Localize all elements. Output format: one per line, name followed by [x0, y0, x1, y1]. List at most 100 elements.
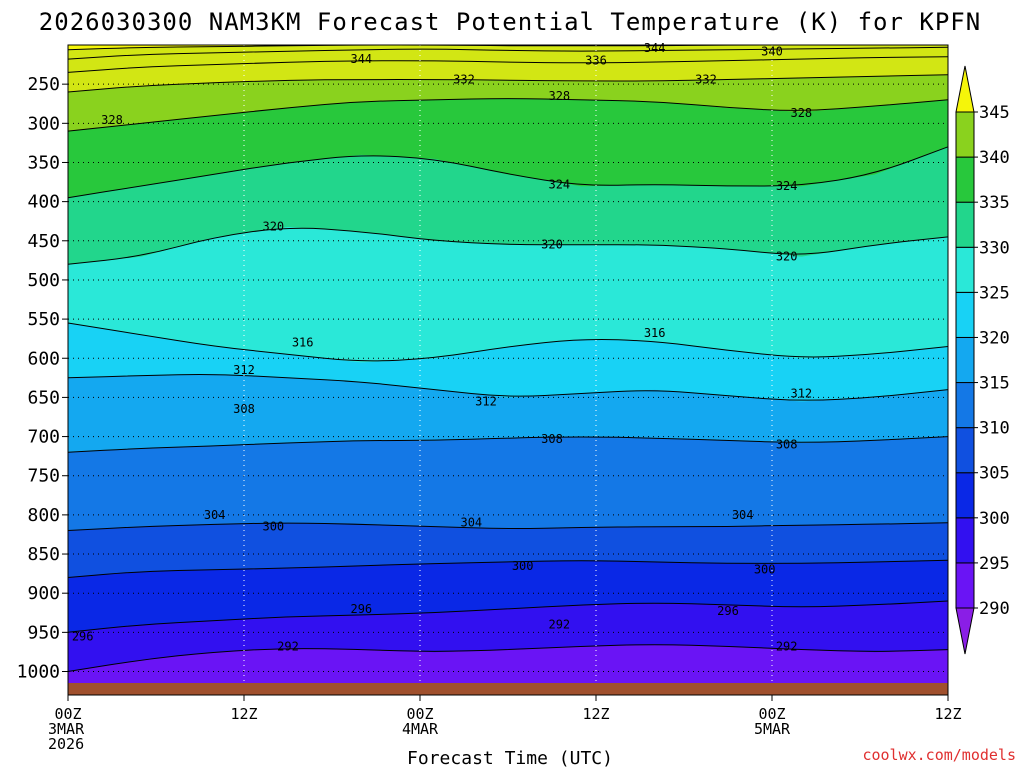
colorbar-label: 315 — [979, 374, 1010, 394]
colorbar-label: 305 — [979, 464, 1010, 484]
x-axis-label: Forecast Time (UTC) — [407, 748, 613, 768]
contour-label: 344 — [644, 41, 666, 55]
y-tick-label: 500 — [27, 270, 60, 291]
contour-label-group: 308 — [233, 402, 255, 416]
y-tick-label: 300 — [27, 113, 60, 134]
contour-label-group: 324 — [776, 179, 798, 193]
contour-label: 332 — [453, 72, 475, 86]
contour-label-group: 300 — [262, 520, 284, 534]
colorbar-segment — [955, 427, 975, 474]
y-tick-label: 250 — [27, 74, 60, 95]
y-tick-label: 1000 — [17, 662, 60, 683]
contour-line-316 — [67, 322, 949, 362]
contour-label-group: 344 — [644, 41, 666, 55]
contour-label-group: 340 — [761, 44, 783, 58]
contour-label-group: 292 — [277, 639, 299, 653]
y-tick-label: 750 — [27, 466, 60, 487]
contour-label: 300 — [754, 563, 776, 577]
contour-label-group: 320 — [541, 238, 563, 252]
contour-label: 332 — [695, 72, 717, 86]
contour-label-group: 332 — [695, 72, 717, 86]
ground-strip — [68, 683, 948, 695]
contour-label: 292 — [277, 639, 299, 653]
colorbar-segment — [955, 246, 975, 293]
colorbar-segment — [955, 111, 975, 158]
colorbar-segment — [955, 562, 975, 609]
y-tick-label: 650 — [27, 387, 60, 408]
contour-label: 320 — [541, 238, 563, 252]
x-tick-label: 3MAR — [48, 720, 85, 738]
contour-label-group: 332 — [453, 72, 475, 86]
x-tick-label: 12Z — [934, 705, 961, 723]
contour-label: 328 — [101, 113, 123, 127]
contour-label-group: 328 — [790, 106, 812, 120]
contour-layer — [67, 44, 949, 672]
contour-line-324 — [67, 146, 949, 199]
grid-layer — [68, 45, 948, 695]
contour-label: 324 — [548, 177, 570, 191]
contour-label: 296 — [350, 602, 372, 616]
plot-border — [67, 44, 949, 696]
colorbar-segment — [955, 382, 975, 429]
contour-label-group: 312 — [790, 386, 812, 400]
y-tick-label: 550 — [27, 309, 60, 330]
colorbar-label: 310 — [979, 419, 1010, 439]
y-tick-label: 400 — [27, 192, 60, 213]
contour-label: 320 — [262, 220, 284, 234]
y-axis: 250 300 350 400 450 500 550 600 650 700 750 800 850 9… — [17, 74, 68, 683]
contour-label-group: 300 — [754, 563, 776, 577]
x-tick-label: 00Z — [406, 705, 433, 723]
contour-label-group: 312 — [475, 394, 497, 408]
contour-label-group: 296 — [350, 602, 372, 616]
colorbar-segment — [955, 336, 975, 384]
contour-label-group: 320 — [776, 249, 798, 263]
x-tick-label: 12Z — [230, 705, 257, 723]
contour-label: 312 — [790, 386, 812, 400]
contour-label: 312 — [475, 394, 497, 408]
contour-label: 328 — [790, 106, 812, 120]
contour-label-layer: 292 292 292 296 296 296 300 300 300 304 304 304 308 3… — [72, 41, 812, 653]
x-tick-label: 5MAR — [754, 720, 791, 738]
colorbar: 290 295 300 305 310 315 320 325 330 335 340 345 — [955, 65, 1010, 655]
colorbar-label: 335 — [979, 193, 1010, 213]
contour-label: 336 — [585, 54, 607, 68]
contour-label-group: 316 — [644, 326, 666, 340]
contour-label-group: 296 — [717, 604, 739, 618]
contour-label-group: 304 — [732, 508, 754, 522]
colorbar-segment — [955, 291, 975, 338]
contour-label: 316 — [644, 326, 666, 340]
contour-label-group: 292 — [776, 639, 798, 653]
contour-label-group: 308 — [776, 437, 798, 451]
contour-label: 304 — [460, 516, 482, 530]
y-tick-label: 600 — [27, 348, 60, 369]
contour-label: 316 — [292, 336, 314, 350]
colorbar-label: 345 — [979, 103, 1010, 123]
contour-line-320 — [67, 227, 949, 265]
contour-label: 304 — [732, 508, 754, 522]
contour-label: 292 — [776, 639, 798, 653]
theta-band-4 — [67, 436, 949, 531]
colorbar-label: 295 — [979, 554, 1010, 574]
y-tick-label: 850 — [27, 544, 60, 565]
contour-label: 300 — [512, 559, 534, 573]
contour-label: 308 — [233, 402, 255, 416]
contour-label: 292 — [548, 618, 570, 632]
colorbar-segment — [955, 472, 975, 519]
contour-label-group: 292 — [548, 618, 570, 632]
plot-fill-layer — [67, 44, 949, 696]
contour-label: 340 — [761, 44, 783, 58]
colorbar-label: 340 — [979, 148, 1010, 168]
contour-line-304 — [67, 522, 949, 531]
y-tick-label: 450 — [27, 231, 60, 252]
y-tick-label: 950 — [27, 622, 60, 643]
x-tick-label: 12Z — [582, 705, 609, 723]
contour-label-group: 300 — [512, 559, 534, 573]
contour-label-group: 328 — [548, 89, 570, 103]
contour-line-296 — [67, 600, 949, 633]
contour-label: 296 — [717, 604, 739, 618]
contour-label-group: 324 — [548, 177, 570, 191]
contour-label-group: 336 — [585, 54, 607, 68]
contour-label: 308 — [541, 432, 563, 446]
contour-label-group: 304 — [460, 516, 482, 530]
